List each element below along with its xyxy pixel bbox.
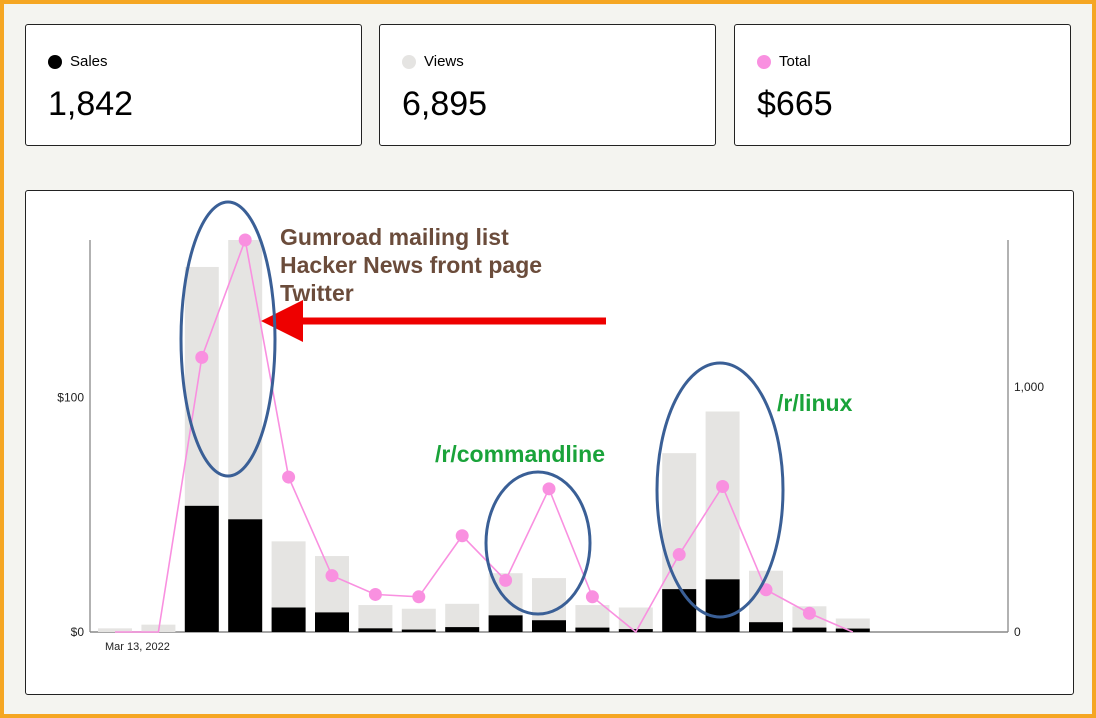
- total-point-6: [368, 587, 382, 601]
- sales-label: Sales: [70, 53, 108, 70]
- views-label: Views: [424, 53, 464, 70]
- sales-bar-15: [749, 622, 783, 632]
- sales-bar-14: [705, 579, 740, 632]
- views-dot-icon: [402, 54, 416, 69]
- annotation-source-2: Hacker News front page: [280, 252, 542, 278]
- sales-bar-11: [575, 627, 610, 632]
- views-bar-6: [358, 605, 393, 632]
- annotation-ellipse-linux: [655, 361, 785, 619]
- views-bar-15: [749, 570, 783, 632]
- total-point-7: [412, 590, 426, 604]
- left-tick-label-0: $0: [71, 625, 85, 639]
- total-point-16: [802, 606, 816, 620]
- annotation-source-1: Gumroad mailing list: [280, 224, 509, 250]
- views-value: 6,895: [402, 85, 488, 123]
- total-line: [115, 236, 854, 634]
- sales-bar-17: [835, 628, 870, 632]
- views-legend: Views: [402, 53, 464, 70]
- total-legend: Total: [757, 53, 811, 70]
- sales-value: 1,842: [48, 85, 134, 123]
- total-label: Total: [779, 53, 811, 70]
- views-bar-7: [401, 608, 436, 632]
- total-point-15: [759, 583, 773, 597]
- sales-bar-3: [228, 519, 263, 632]
- views-card: Views 6,895: [379, 24, 716, 146]
- sales-legend: Sales: [48, 53, 108, 70]
- sales-bar-16: [792, 627, 827, 632]
- total-point-4: [282, 470, 296, 484]
- sales-bar-13: [662, 589, 697, 632]
- total-point-14: [716, 479, 730, 493]
- annotation-commandline: /r/commandline: [435, 441, 605, 467]
- annotation-linux: /r/linux: [777, 390, 853, 416]
- total-value: $665: [757, 85, 833, 123]
- total-point-9: [499, 573, 513, 587]
- total-point-2: [195, 350, 209, 364]
- sales-bar-10: [532, 620, 566, 632]
- total-point-10: [542, 482, 556, 496]
- views-bar-0: [98, 628, 132, 632]
- sales-bar-4: [271, 607, 306, 632]
- sales-bar-6: [358, 628, 393, 632]
- total-dot-icon: [757, 54, 771, 69]
- total-card: Total $665: [734, 24, 1071, 146]
- left-tick-label-1: $100: [57, 390, 84, 404]
- sales-bar-2: [184, 505, 219, 632]
- sales-card: Sales 1,842: [25, 24, 362, 146]
- annotation-source-3: Twitter: [280, 280, 354, 306]
- sales-bar-5: [315, 612, 349, 632]
- annotation-ellipse-commandline: [484, 470, 592, 616]
- total-point-3: [238, 233, 252, 247]
- total-point-5: [325, 569, 339, 583]
- total-point-13: [672, 548, 686, 562]
- sales-dot-icon: [48, 54, 62, 69]
- right-tick-label-0: 0: [1014, 625, 1021, 639]
- annotation-ellipse-spike: [179, 200, 277, 478]
- right-tick-label-1: 1,000: [1014, 380, 1044, 394]
- total-point-8: [455, 529, 469, 543]
- total-point-11: [585, 590, 599, 604]
- x-start-label: Mar 13, 2022: [105, 641, 170, 653]
- sales-bar-9: [488, 615, 523, 632]
- views-bar-11: [575, 605, 610, 632]
- sales-bar-8: [445, 627, 480, 632]
- sales-bar-7: [401, 629, 436, 632]
